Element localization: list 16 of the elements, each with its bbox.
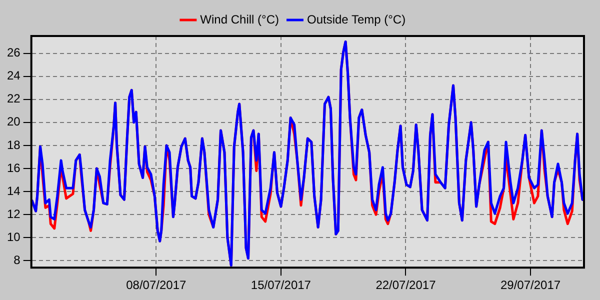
x-tick-label: 15/07/2017 (250, 278, 312, 292)
y-tick-label: 26 (6, 46, 21, 60)
y-tick-label: 8 (14, 253, 21, 267)
y-tick-label: 22 (6, 92, 21, 106)
y-tick-label: 18 (6, 138, 21, 152)
y-tick-label: 12 (6, 206, 21, 221)
y-tick-label: 20 (6, 114, 21, 129)
legend-label: Outside Temp (°C) (306, 12, 406, 26)
legend-label: Wind Chill (°C) (200, 12, 279, 26)
y-tick-label: 14 (6, 184, 21, 198)
y-tick-label: 16 (6, 160, 21, 175)
x-tick-label: 22/07/2017 (376, 278, 436, 292)
y-tick-label: 10 (6, 230, 21, 244)
x-tick-label: 08/07/2017 (126, 278, 186, 292)
y-tick-label: 24 (6, 68, 21, 83)
x-tick-label: 29/07/2017 (500, 278, 561, 292)
